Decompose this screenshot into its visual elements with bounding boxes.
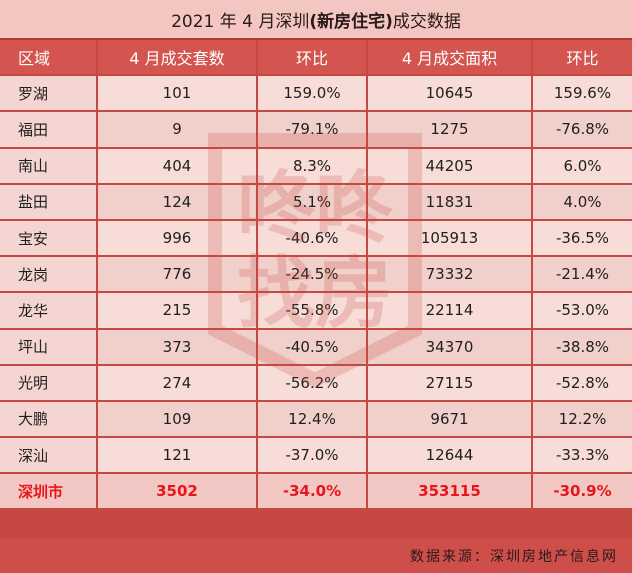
table-header-row: 区域 4 月成交套数 环比 4 月成交面积 环比	[0, 40, 632, 77]
region-label: 大鹏	[0, 401, 98, 437]
table-cell: -40.5%	[258, 329, 368, 364]
total-cell: -30.9%	[533, 474, 632, 509]
region-label: 南山	[0, 148, 98, 183]
table-cell: 9671	[368, 401, 533, 437]
table-row: 罗湖 101 159.0% 10645 159.6%	[0, 76, 632, 113]
table-cell: 44205	[368, 148, 533, 183]
table-cell: -33.3%	[533, 438, 632, 473]
table-cell: -55.8%	[258, 293, 368, 328]
table-cell: 27115	[368, 365, 533, 400]
region-label: 深汕	[0, 438, 98, 473]
total-cell: -34.0%	[258, 474, 368, 509]
title-emphasis: (新房住宅)	[309, 11, 393, 32]
page-title: 2021 年 4 月深圳 (新房住宅) 成交数据	[0, 0, 632, 40]
table-cell: 9	[98, 112, 258, 147]
table-row: 龙岗 776 -24.5% 73332 -21.4%	[0, 257, 632, 294]
table-cell: -36.5%	[533, 220, 632, 256]
title-prefix: 2021 年 4 月深圳	[171, 11, 310, 32]
table-cell: 121	[98, 438, 258, 473]
table-cell: 4.0%	[533, 184, 632, 219]
column-header: 环比	[533, 40, 632, 75]
region-label: 坪山	[0, 329, 98, 364]
table-cell: 373	[98, 329, 258, 364]
table-cell: -38.8%	[533, 329, 632, 364]
region-label: 龙岗	[0, 257, 98, 292]
table-cell: 12.4%	[258, 401, 368, 437]
title-suffix: 成交数据	[392, 11, 461, 32]
region-label: 福田	[0, 112, 98, 147]
total-cell: 3502	[98, 474, 258, 509]
table-cell: -24.5%	[258, 257, 368, 292]
data-source-footer: 数据来源：深圳房地产信息网	[0, 538, 632, 573]
table-row: 龙华 215 -55.8% 22114 -53.0%	[0, 293, 632, 330]
table-cell: 105913	[368, 220, 533, 256]
table-cell: 6.0%	[533, 148, 632, 183]
column-header: 环比	[258, 40, 368, 75]
table-cell: 1275	[368, 112, 533, 147]
table-cell: 73332	[368, 257, 533, 292]
table-cell: 124	[98, 184, 258, 219]
table-cell: -52.8%	[533, 365, 632, 400]
table-cell: 159.6%	[533, 76, 632, 111]
column-header: 4 月成交面积	[368, 40, 533, 75]
table-total-row: 深圳市 3502 -34.0% 353115 -30.9%	[0, 474, 632, 511]
table-row: 南山 404 8.3% 44205 6.0%	[0, 148, 632, 185]
table-cell: 274	[98, 365, 258, 400]
table-row: 坪山 373 -40.5% 34370 -38.8%	[0, 329, 632, 366]
region-label: 宝安	[0, 220, 98, 256]
table-row: 光明 274 -56.2% 27115 -52.8%	[0, 365, 632, 402]
table-cell: -79.1%	[258, 112, 368, 147]
table-cell: 11831	[368, 184, 533, 219]
total-cell: 353115	[368, 474, 533, 509]
table-cell: -37.0%	[258, 438, 368, 473]
table-cell: 776	[98, 257, 258, 292]
table-cell: 215	[98, 293, 258, 328]
table-cell: 10645	[368, 76, 533, 111]
column-header: 4 月成交套数	[98, 40, 258, 75]
region-label: 龙华	[0, 293, 98, 328]
table-cell: 109	[98, 401, 258, 437]
table-row: 深汕 121 -37.0% 12644 -33.3%	[0, 438, 632, 475]
table-row: 宝安 996 -40.6% 105913 -36.5%	[0, 220, 632, 258]
table-cell: 404	[98, 148, 258, 183]
total-region-label: 深圳市	[0, 474, 98, 509]
table-cell: 996	[98, 220, 258, 256]
table-cell: 22114	[368, 293, 533, 328]
table-cell: -53.0%	[533, 293, 632, 328]
table-cell: 159.0%	[258, 76, 368, 111]
table-cell: 5.1%	[258, 184, 368, 219]
table-cell: -40.6%	[258, 220, 368, 256]
table-cell: 101	[98, 76, 258, 111]
table-cell: 12.2%	[533, 401, 632, 437]
region-label: 盐田	[0, 184, 98, 219]
table-cell: -21.4%	[533, 257, 632, 292]
column-header: 区域	[0, 40, 98, 75]
table-cell: -76.8%	[533, 112, 632, 147]
table-row: 盐田 124 5.1% 11831 4.0%	[0, 184, 632, 221]
region-label: 光明	[0, 365, 98, 400]
data-table: 区域 4 月成交套数 环比 4 月成交面积 环比 罗湖 101 159.0% 10645 159.…	[0, 40, 632, 511]
table-cell: 34370	[368, 329, 533, 364]
table-row: 大鹏 109 12.4% 9671 12.2%	[0, 401, 632, 439]
table-cell: -56.2%	[258, 365, 368, 400]
region-label: 罗湖	[0, 76, 98, 111]
table-cell: 8.3%	[258, 148, 368, 183]
table-row: 福田 9 -79.1% 1275 -76.8%	[0, 112, 632, 149]
table-cell: 12644	[368, 438, 533, 473]
